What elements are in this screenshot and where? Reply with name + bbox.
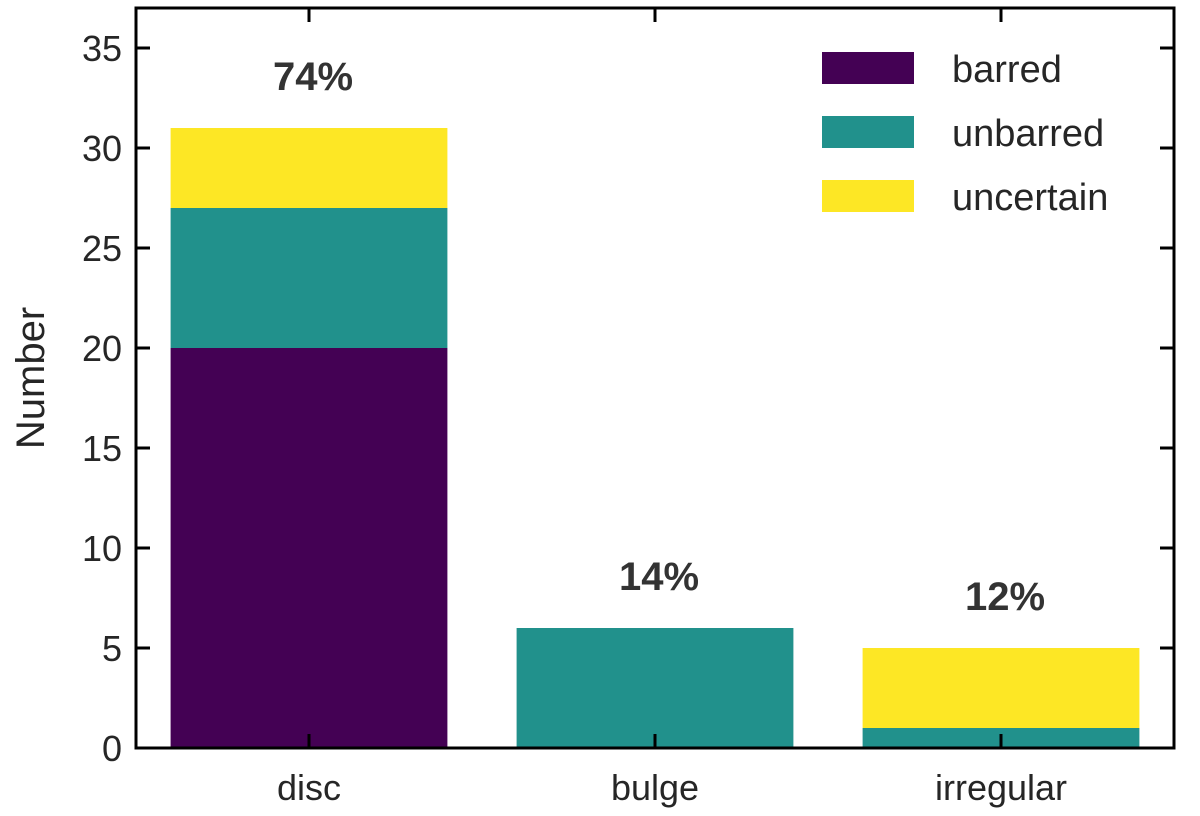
legend-swatch-barred (822, 52, 914, 84)
legend-swatch-uncertain (822, 180, 914, 212)
x-tick-label-bulge: bulge (611, 767, 699, 808)
bar-unbarred-disc (170, 208, 448, 348)
y-tick-label: 35 (82, 28, 122, 69)
bar-uncertain-irregular (862, 648, 1140, 728)
y-axis-ticks: 0 5 10 15 20 25 30 35 (82, 28, 1174, 769)
y-tick-label: 10 (82, 528, 122, 569)
legend: barred unbarred uncertain (822, 49, 1108, 219)
x-tick-label-disc: disc (277, 767, 341, 808)
y-axis-label: Number (9, 307, 53, 449)
annotation-irregular: 12% (965, 575, 1045, 619)
legend-label-unbarred: unbarred (952, 113, 1104, 155)
bars-group (170, 128, 1140, 748)
annotation-bulge: 14% (619, 555, 699, 599)
bar-unbarred-bulge (516, 628, 794, 748)
legend-swatch-unbarred (822, 116, 914, 148)
x-tick-label-irregular: irregular (935, 767, 1067, 808)
annotation-disc: 74% (273, 55, 353, 99)
y-tick-label: 0 (102, 728, 122, 769)
plot-frame (134, 6, 1176, 750)
y-tick-label: 20 (82, 328, 122, 369)
y-tick-label: 15 (82, 428, 122, 469)
y-tick-label: 30 (82, 128, 122, 169)
legend-label-barred: barred (952, 49, 1062, 91)
percentage-annotations: 74% 14% 12% (273, 55, 1045, 619)
bar-uncertain-disc (170, 128, 448, 208)
y-tick-label: 5 (102, 628, 122, 669)
bar-barred-disc (170, 348, 448, 748)
legend-label-uncertain: uncertain (952, 177, 1108, 219)
x-axis-ticks: disc bulge irregular (277, 8, 1067, 808)
y-tick-label: 25 (82, 228, 122, 269)
